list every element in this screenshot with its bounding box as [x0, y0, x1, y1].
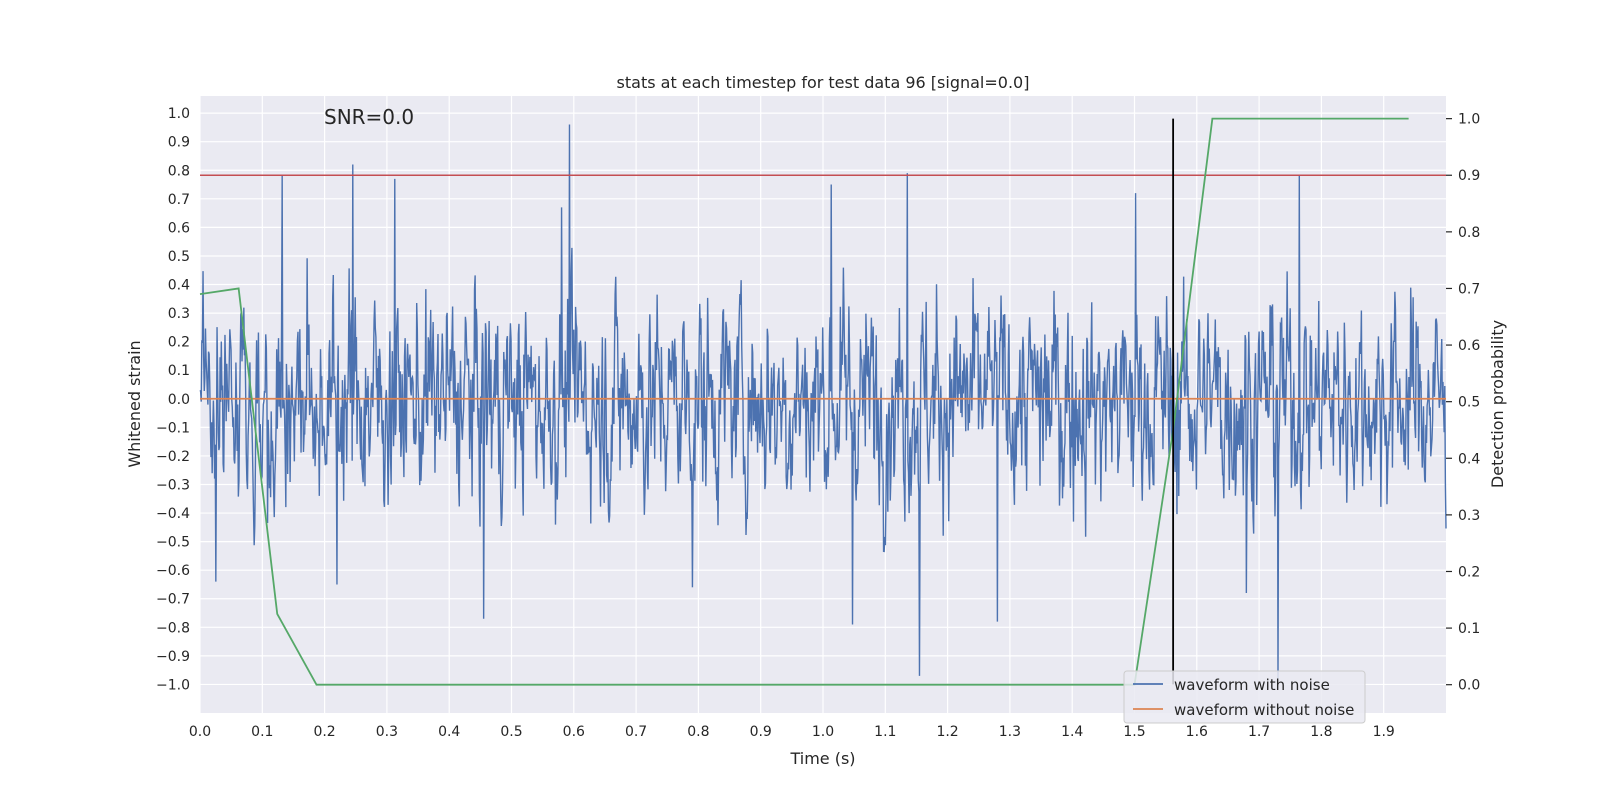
x-tick-label: 0.2: [313, 724, 335, 740]
legend-box: [1123, 670, 1366, 724]
y-tick-label: −0.7: [156, 592, 190, 608]
x-tick-label: 0.1: [251, 724, 273, 740]
y-tick-label: 0.5: [168, 249, 190, 265]
x-tick-label: 1.6: [1186, 724, 1208, 740]
y2-tick-label: 1.0: [1458, 112, 1480, 128]
x-tick-label: 1.4: [1061, 724, 1083, 740]
y-tick-label: 1.0: [168, 106, 190, 122]
y-tick-label: −1.0: [156, 677, 190, 693]
y2-tick-label: 0.9: [1458, 168, 1480, 184]
y2-tick-label: 0.4: [1458, 451, 1480, 467]
y2-tick-label: 0.1: [1458, 621, 1480, 637]
x-tick-label: 0.5: [500, 724, 522, 740]
x-tick-label: 1.8: [1310, 724, 1332, 740]
y-tick-label: 0.6: [168, 220, 190, 236]
y-tick-label: 0.3: [168, 306, 190, 322]
legend: waveform with noise waveform without noi…: [1123, 670, 1366, 724]
y-tick-label: −0.5: [156, 535, 190, 551]
y2-tick-label: 0.3: [1458, 508, 1480, 524]
y2-tick-label: 0.2: [1458, 564, 1480, 580]
y2-axis-label: Detection probability: [1488, 320, 1507, 488]
y-tick-label: −0.8: [156, 620, 190, 636]
y-tick-label: −0.1: [156, 420, 190, 436]
x-axis-label: Time (s): [789, 749, 855, 768]
y-tick-label: −0.3: [156, 477, 190, 493]
x-tick-label: 0.3: [376, 724, 398, 740]
x-tick-label: 1.7: [1248, 724, 1270, 740]
chart-title: stats at each timestep for test data 96 …: [617, 73, 1030, 92]
x-tick-label: 0.0: [189, 724, 211, 740]
series-layer: [199, 117, 1447, 686]
legend-label-noise: waveform with noise: [1174, 676, 1330, 694]
x-tick-label: 0.8: [687, 724, 709, 740]
series-waveform-with-noise: [199, 124, 1447, 679]
ticks-layer: 0.0 0.1 0.2 0.3 0.4 0.5 0.6 0.7 0.8 0.9 1.0 1.1 1.2 1…: [156, 106, 1480, 740]
y-tick-label: −0.9: [156, 649, 190, 665]
y-tick-label: 0.2: [168, 335, 190, 351]
y-tick-label: −0.4: [156, 506, 190, 522]
y-tick-label: 0.9: [168, 135, 190, 151]
x-tick-label: 0.9: [750, 724, 772, 740]
x-tick-label: 1.9: [1373, 724, 1395, 740]
x-tick-label: 1.5: [1123, 724, 1145, 740]
y-tick-label: 0.7: [168, 192, 190, 208]
x-tick-label: 0.4: [438, 724, 460, 740]
x-tick-label: 0.7: [625, 724, 647, 740]
y-tick-label: 0.0: [168, 392, 190, 408]
y2-tick-label: 0.5: [1458, 395, 1480, 411]
y2-tick-label: 0.8: [1458, 225, 1480, 241]
y2-tick-label: 0.0: [1458, 678, 1480, 694]
x-tick-label: 1.1: [874, 724, 896, 740]
x-tick-label: 1.0: [812, 724, 834, 740]
y-tick-label: 0.1: [168, 363, 190, 379]
x-tick-label: 1.3: [999, 724, 1021, 740]
y2-tick-label: 0.6: [1458, 338, 1480, 354]
series-detection-probability: [199, 117, 1409, 686]
snr-annotation: SNR=0.0: [324, 105, 414, 129]
y-tick-label: −0.2: [156, 449, 190, 465]
x-tick-label: 0.6: [563, 724, 585, 740]
y-tick-label: 0.8: [168, 163, 190, 179]
x-tick-label: 1.2: [936, 724, 958, 740]
y2-tick-label: 0.7: [1458, 281, 1480, 297]
y-tick-label: 0.4: [168, 278, 190, 294]
legend-label-clean: waveform without noise: [1174, 701, 1354, 719]
y-tick-label: −0.6: [156, 563, 190, 579]
y-axis-label: Whitened strain: [125, 340, 144, 467]
